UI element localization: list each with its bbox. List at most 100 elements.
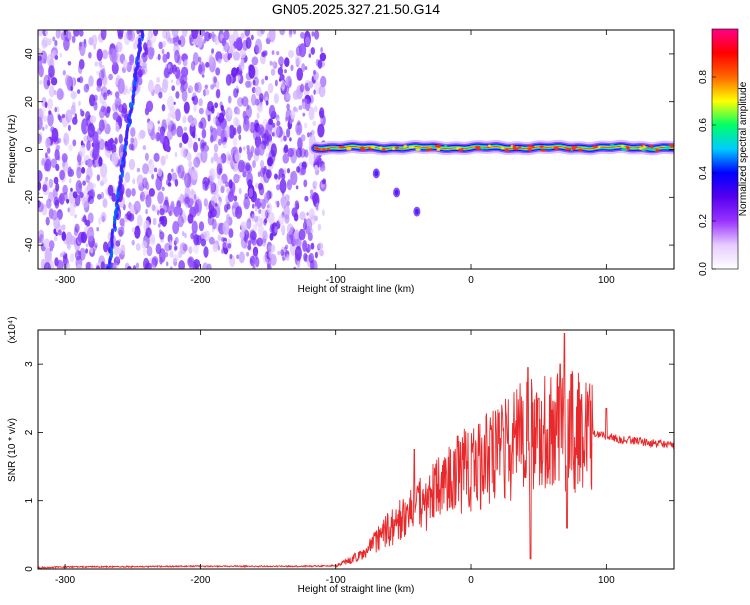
spectrogram-noise-cell — [308, 252, 315, 264]
spectrogram-noise-cell — [276, 120, 281, 127]
spectrogram-noise-cell — [126, 30, 133, 41]
spectrogram-noise-cell — [181, 89, 188, 102]
spectrogram-noise-cell — [202, 262, 209, 269]
spectrogram-noise-cell — [300, 166, 307, 176]
spectrogram-noise-cell — [182, 231, 185, 237]
spectrogram-noise-cell — [269, 60, 273, 66]
spectrogram-noise-cell — [158, 41, 163, 50]
spectrogram-noise-cell — [247, 80, 252, 88]
spectrogram-noise-cell — [55, 163, 60, 172]
spectrogram-noise-cell — [98, 60, 103, 68]
carrier-blob — [571, 147, 576, 151]
carrier-blob — [564, 147, 572, 151]
spectrogram-noise-cell — [286, 128, 291, 138]
spectrogram-noise-cell — [274, 79, 278, 87]
spectrogram-noise-cell — [172, 254, 179, 263]
spectrogram-noise-cell — [111, 144, 117, 155]
spectrogram-noise-cell — [54, 148, 60, 161]
spectrogram-noise-cell — [280, 196, 286, 205]
spectrogram-noise-cell — [217, 58, 222, 64]
carrier-blob — [408, 145, 416, 149]
spectrogram-noise-cell — [42, 126, 45, 131]
spectrogram-noise-cell — [233, 173, 240, 184]
spectrogram-noise-cell — [238, 187, 242, 195]
spectrogram-noise-cell — [278, 174, 281, 180]
spectrogram-noise-cell — [178, 260, 185, 269]
spectrogram-noise-cell — [182, 193, 190, 206]
spectrogram-noise-cell — [314, 30, 320, 40]
spectrogram-noise-cell — [111, 151, 119, 166]
spectrogram-noise-cell — [102, 198, 108, 208]
spectrogram-noise-cell — [246, 104, 250, 110]
spectrogram-noise-cell — [169, 37, 175, 44]
spectrogram-noise-cell — [118, 133, 123, 144]
spectrogram-noise-cell — [76, 264, 83, 269]
spectrogram-noise-cell — [232, 208, 236, 213]
spectrogram-noise-cell — [88, 75, 94, 87]
spectrogram-noise-cell — [78, 161, 82, 166]
spectrogram-noise-cell — [66, 198, 70, 204]
spectrogram-noise-cell — [233, 116, 239, 127]
spectrogram-noise-cell — [205, 88, 210, 96]
spectrogram-noise-cell — [80, 231, 88, 244]
spectrogram-noise-cell — [86, 133, 94, 143]
spectrogram-noise-cell — [159, 132, 165, 144]
spectrogram-noise-cell — [56, 209, 63, 221]
spectrogram-noise-cell — [228, 108, 233, 117]
spectrogram-noise-cell — [152, 30, 159, 37]
spectrogram-noise-cell — [100, 261, 105, 269]
spectrogram-noise-cell — [143, 257, 150, 269]
spectrogram-noise-cell — [70, 187, 73, 192]
spectrogram-streak-cell — [139, 30, 143, 34]
colorbar-tick-label: 0.8 — [698, 70, 709, 84]
spectrogram-noise-cell — [136, 174, 144, 186]
spectrogram-noise-cell — [297, 120, 301, 127]
carrier-blob — [434, 144, 442, 148]
spectrogram-noise-cell — [48, 240, 55, 250]
spectrogram-noise-cell — [293, 266, 297, 269]
spectrogram-noise-cell — [116, 247, 122, 255]
spectrogram-noise-cell — [295, 147, 303, 158]
spectrogram-noise-cell — [115, 41, 123, 53]
spectrogram-noise-cell — [243, 196, 250, 210]
spectrogram-noise-cell — [270, 68, 276, 76]
spectrogram-noise-cell — [177, 215, 184, 228]
spectrogram-noise-cell — [188, 198, 194, 207]
spectrogram-noise-cell — [149, 233, 156, 244]
spectrogram-noise-cell — [180, 147, 187, 158]
spectrogram-noise-cell — [216, 88, 221, 99]
carrier-blob — [327, 148, 330, 151]
spectrogram-noise-cell — [115, 121, 119, 127]
spectrogram-noise-cell — [83, 135, 89, 142]
spectrogram-noise-cell — [250, 230, 257, 241]
spectrogram-noise-cell — [188, 160, 193, 169]
spectrogram-noise-cell — [285, 93, 291, 101]
spectrogram-noise-cell — [232, 146, 238, 155]
carrier-blob — [487, 144, 492, 148]
spectrogram-noise-cell — [154, 83, 162, 95]
spectrogram-noise-cell — [61, 224, 66, 231]
spectrogram-noise-cell — [96, 48, 103, 62]
spectrogram-noise-cell — [128, 158, 136, 171]
spectrogram-noise-cell — [222, 241, 227, 251]
spectrogram-feature-core — [415, 208, 419, 215]
spectrogram-noise-cell — [93, 44, 97, 50]
carrier-blob — [539, 149, 546, 152]
spectrogram-noise-cell — [283, 135, 287, 142]
spectrogram-noise-cell — [212, 116, 217, 125]
spectrogram-noise-cell — [217, 138, 222, 146]
spectrogram-noise-cell — [45, 30, 48, 36]
spectrogram-noise-cell — [154, 167, 158, 173]
spectrogram-noise-cell — [55, 182, 60, 192]
spectrogram-noise-cell — [87, 195, 95, 205]
colorbar: 0.0 0.2 0.4 0.6 0.8 Normalized spectral ampl… — [698, 28, 749, 276]
spectrogram-noise-cell — [103, 241, 109, 253]
spectrogram-noise-cell — [52, 36, 56, 42]
snr-x-tick-label: -100 — [326, 575, 346, 586]
spectrogram-noise-cell — [321, 209, 325, 217]
spectrogram-noise-cell — [225, 74, 232, 86]
carrier-blob — [504, 148, 510, 152]
spectrogram-noise-cell — [94, 61, 99, 67]
spectrogram-noise-cell — [167, 67, 170, 72]
spectrogram-noise-cell — [59, 169, 65, 181]
